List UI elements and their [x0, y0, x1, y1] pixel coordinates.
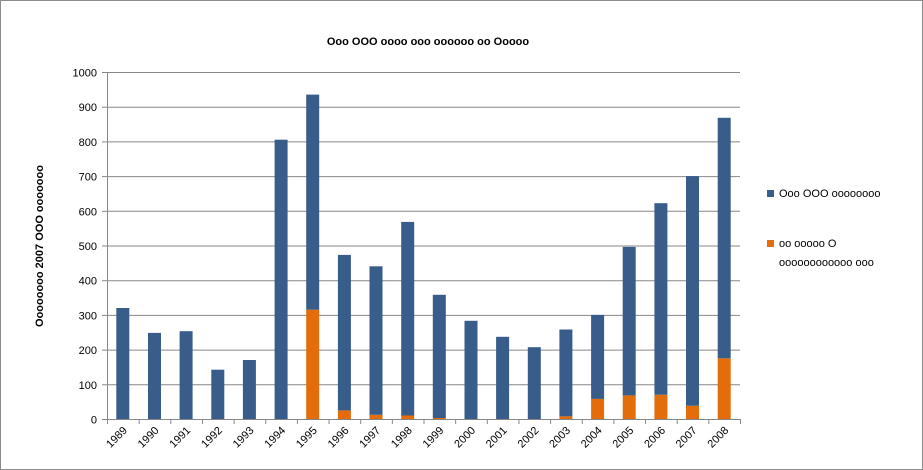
- bar: [211, 369, 225, 419]
- bar: [464, 320, 478, 419]
- x-tick-label: 2006: [642, 425, 668, 451]
- y-tick-label: 0: [91, 415, 97, 427]
- x-tick-label: 2008: [706, 425, 732, 451]
- bar: [306, 94, 320, 310]
- x-tick-label: 2007: [674, 425, 700, 451]
- y-tick-label: 900: [79, 102, 97, 114]
- legend-swatch: [767, 190, 774, 197]
- bar: [717, 117, 731, 359]
- chart-title: Ooo OOO oooo ooo oooooo oo Ooooo: [327, 36, 530, 48]
- bar: [496, 336, 510, 419]
- bar: [686, 176, 699, 406]
- x-tick-label: 2000: [452, 425, 478, 451]
- x-tick-label: 1995: [294, 425, 320, 451]
- y-tick-label: 300: [79, 310, 97, 322]
- bar: [401, 415, 415, 419]
- x-tick-label: 2003: [547, 425, 573, 451]
- y-tick-label: 400: [79, 276, 97, 288]
- bar: [116, 308, 130, 419]
- bar: [274, 139, 288, 419]
- x-tick-label: 1990: [136, 425, 162, 451]
- bar: [686, 405, 699, 419]
- x-tick-label: 1993: [231, 425, 257, 451]
- bar: [527, 347, 541, 419]
- bar: [717, 358, 731, 419]
- bar: [337, 410, 351, 419]
- bar: [306, 309, 320, 419]
- bar: [432, 294, 446, 418]
- bar: [559, 416, 573, 419]
- x-tick-labels: 1989 1990 1991 1992 1993 1994 1995 1996 1997 1998…: [104, 425, 731, 451]
- y-axis-label: Oooooooo 2007 OOO ooooooo: [34, 165, 46, 327]
- bar: [591, 314, 605, 399]
- x-tick-label: 1992: [199, 425, 225, 451]
- legend-swatch: [767, 240, 774, 247]
- bar: [369, 414, 383, 419]
- x-tick-label: 1994: [262, 425, 288, 451]
- x-tick-label: 2005: [611, 425, 637, 451]
- bar: [591, 398, 605, 419]
- y-tick-label: 700: [79, 172, 97, 184]
- bar: [559, 329, 573, 417]
- y-tick-label: 1000: [73, 68, 97, 80]
- x-tick-label: 1996: [326, 425, 352, 451]
- y-tick-label: 100: [79, 380, 97, 392]
- x-tick-label: 1998: [389, 425, 415, 451]
- legend-label: Ooo OOO oooooooo: [779, 188, 881, 200]
- bar: [242, 360, 256, 419]
- x-tick-label: 2001: [484, 425, 510, 451]
- bar: [654, 203, 668, 395]
- bars: [116, 94, 731, 419]
- bar: [432, 418, 446, 419]
- y-tick-label: 500: [79, 241, 97, 253]
- bar: [179, 331, 193, 419]
- bar: [401, 221, 415, 416]
- bar: [148, 332, 161, 419]
- x-tick-label: 1989: [104, 425, 130, 451]
- x-tick-label: 1997: [357, 425, 383, 451]
- y-tick-labels: 0 100 200 300 400 500 600 700 800 900 1000: [73, 68, 97, 427]
- y-tick-label: 200: [79, 345, 97, 357]
- bar: [369, 266, 383, 415]
- bar: [622, 395, 636, 419]
- y-tick-label: 800: [79, 137, 97, 149]
- x-tick-label: 2004: [579, 425, 605, 451]
- x-tick-label: 1991: [167, 425, 193, 451]
- bar: [654, 394, 668, 419]
- x-tick-label: 1999: [421, 425, 447, 451]
- x-tick-label: 2002: [516, 425, 542, 451]
- bar: [337, 254, 351, 411]
- bar: [622, 246, 636, 396]
- y-tick-label: 600: [79, 206, 97, 218]
- gridlines: [102, 72, 741, 424]
